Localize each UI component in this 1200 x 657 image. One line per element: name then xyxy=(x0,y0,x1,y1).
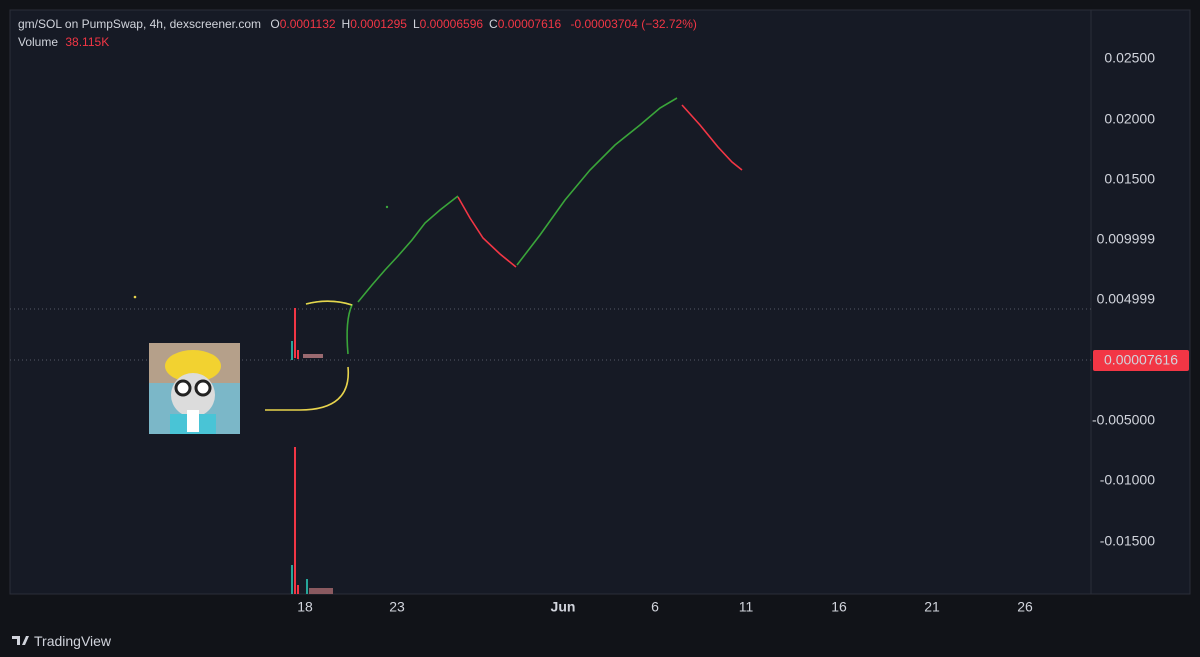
price-label: -0.01000 xyxy=(1100,472,1155,488)
current-price-badge xyxy=(1093,350,1189,371)
time-label: 21 xyxy=(924,599,940,615)
volume-label: Volume xyxy=(18,35,59,49)
ohlc-key: L xyxy=(412,17,420,31)
time-label: 23 xyxy=(389,599,405,615)
current-price-label: 0.00007616 xyxy=(1104,352,1178,368)
time-label: 6 xyxy=(651,599,659,615)
price-label: 0.004999 xyxy=(1097,291,1156,307)
price-label: 0.01500 xyxy=(1104,171,1155,187)
avatar-image xyxy=(149,343,240,434)
price-label: 0.02500 xyxy=(1104,50,1155,66)
candle xyxy=(291,341,293,360)
drawing-up xyxy=(357,195,459,303)
dot xyxy=(133,295,137,299)
chart-pane xyxy=(9,9,1191,595)
brand-name: TradingView xyxy=(34,633,112,649)
drawing-down xyxy=(457,196,517,268)
dot xyxy=(385,205,389,209)
volume-line: Volume 38.115K xyxy=(18,35,109,49)
time-label: 18 xyxy=(297,599,313,615)
ohlc-value: 0.00007616 xyxy=(497,17,562,31)
ohlc-value: 0.0001295 xyxy=(350,17,407,31)
ohlc-key: C xyxy=(489,17,498,31)
drawing-up xyxy=(516,97,678,266)
price-label: -0.005000 xyxy=(1092,412,1155,428)
volume-bar xyxy=(291,565,293,594)
header-line: gm/SOL on PumpSwap, 4h, dexscreener.com … xyxy=(18,17,697,31)
ohlc-value: 0.00006596 xyxy=(419,17,484,31)
change: -0.00003704 (−32.72%) xyxy=(570,17,697,31)
symbol: gm/SOL on PumpSwap, 4h, dexscreener.com xyxy=(18,17,262,31)
volume-value: 38.115K xyxy=(65,35,110,49)
volume-bar xyxy=(306,579,308,594)
price-label: 0.02000 xyxy=(1104,111,1155,127)
volume-bar xyxy=(294,447,296,594)
candle xyxy=(297,350,299,359)
time-label: Jun xyxy=(551,599,576,615)
time-label: 11 xyxy=(739,599,754,615)
time-label: 16 xyxy=(831,599,847,615)
candle xyxy=(303,354,323,358)
candle xyxy=(294,308,296,358)
ohlc-key: O xyxy=(270,17,280,31)
drawing-down xyxy=(681,104,743,171)
price-label: -0.01500 xyxy=(1100,533,1155,549)
brand-logo xyxy=(12,636,29,645)
volume-bar xyxy=(309,588,333,594)
ohlc-key: H xyxy=(341,17,351,31)
drawing-bracket xyxy=(265,366,350,411)
brand: TradingView xyxy=(12,633,111,649)
price-label: 0.009999 xyxy=(1097,231,1156,247)
time-label: 26 xyxy=(1017,599,1033,615)
ohlc-value: 0.0001132 xyxy=(279,17,336,31)
drawing-bracket xyxy=(305,300,353,306)
volume-bar xyxy=(297,585,299,594)
